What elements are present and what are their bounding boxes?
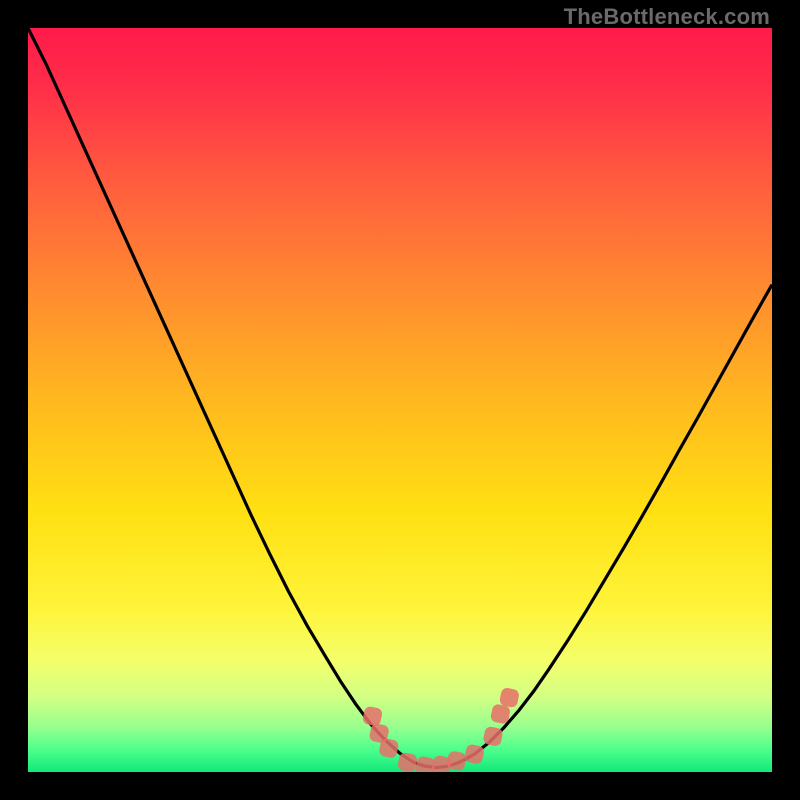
chart-area	[28, 28, 772, 772]
chart-svg	[28, 28, 772, 772]
markers-group	[362, 687, 520, 772]
watermark-label: TheBottleneck.com	[564, 4, 770, 30]
marker	[362, 706, 383, 727]
main-curve	[28, 28, 772, 768]
marker	[499, 687, 520, 708]
